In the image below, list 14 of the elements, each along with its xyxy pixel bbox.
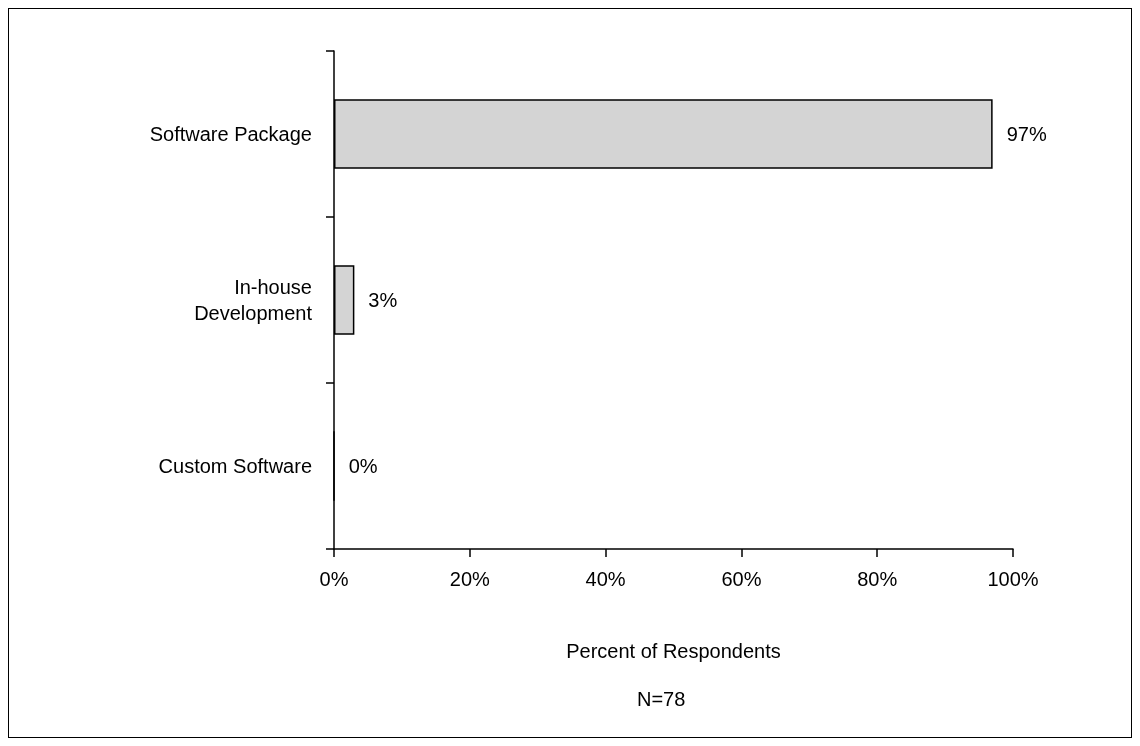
x-tick-label: 80%	[857, 568, 898, 590]
x-tick-label: 40%	[585, 568, 626, 590]
x-tick-label: 100%	[987, 568, 1039, 590]
data-label: 97%	[1006, 123, 1047, 145]
x-tick-label: 60%	[721, 568, 762, 590]
y-tick-label: In-house Development	[194, 276, 313, 324]
text: N=78	[637, 688, 686, 710]
data-label: 0%	[348, 455, 378, 477]
x-tick-label: 20%	[449, 568, 491, 590]
x-tick-label: 0%	[319, 568, 349, 590]
data-label: 3%	[368, 289, 398, 311]
y-tick-label: Software Package	[149, 123, 312, 145]
y-tick-label: Custom Software	[158, 455, 312, 477]
x-axis-title: Percent of Respondents	[566, 640, 781, 662]
